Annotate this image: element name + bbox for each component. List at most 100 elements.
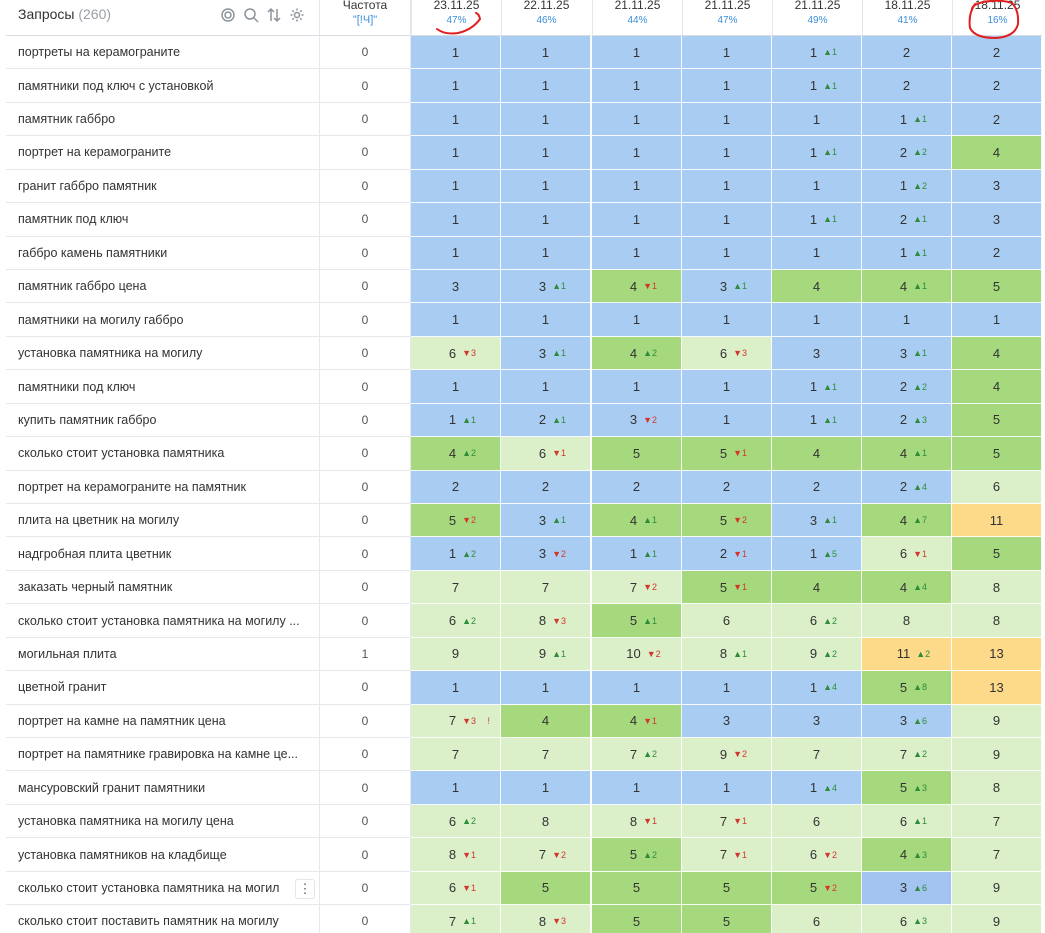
position-cell[interactable]: 8 ▼1 [411, 838, 501, 872]
position-cell[interactable]: 5 [592, 905, 682, 933]
position-cell[interactable]: 1 [501, 236, 591, 270]
position-cell[interactable]: 6 ▼1 [501, 437, 591, 471]
position-cell[interactable]: 8 [952, 604, 1042, 638]
table-row[interactable]: памятник габбро 0 1 1 1 1 1 1 ▲1 2 [6, 102, 1042, 137]
position-cell[interactable]: 1 [501, 671, 591, 705]
table-row[interactable]: сколько стоит установка памятника на мог… [6, 871, 1042, 906]
query-cell[interactable]: памятник габбро [6, 102, 320, 137]
position-cell[interactable]: 1 [772, 169, 862, 204]
position-cell[interactable]: 1 [772, 102, 862, 137]
position-cell[interactable]: 1 [592, 771, 682, 805]
position-cell[interactable]: 5 [952, 270, 1042, 304]
position-cell[interactable]: 2 [952, 102, 1042, 137]
position-cell[interactable]: 4 ▲2 [592, 336, 682, 371]
position-cell[interactable]: 2 ▲1 [862, 203, 952, 237]
query-cell[interactable]: портрет на камне на памятник цена [6, 704, 320, 739]
position-cell[interactable]: 1 ▲2 [862, 169, 952, 204]
position-cell[interactable]: 1 [682, 36, 772, 70]
date-column-header[interactable]: 21.11.25 44% [592, 0, 682, 36]
position-cell[interactable]: 1 [682, 771, 772, 805]
position-cell[interactable]: 1 [411, 236, 501, 270]
position-cell[interactable]: 1 [501, 771, 591, 805]
sort-icon[interactable] [266, 7, 282, 23]
table-row[interactable]: портрет на камне на памятник цена 0 7 ▼3! 4 4… [6, 704, 1042, 739]
position-cell[interactable]: 7 ▼3! [411, 704, 501, 739]
position-cell[interactable]: 9 [411, 637, 501, 672]
query-cell[interactable]: габбро камень памятники [6, 236, 320, 270]
position-cell[interactable]: 4 ▲3 [862, 838, 952, 872]
query-cell[interactable]: надгробная плита цветник [6, 537, 320, 571]
table-row[interactable]: памятники на могилу габбро 0 1 1 1 1 1 1 1 [6, 303, 1042, 337]
position-cell[interactable]: 10 ▼2 [592, 637, 682, 672]
position-cell[interactable]: 7 [772, 738, 862, 772]
position-cell[interactable]: 2 [952, 236, 1042, 270]
position-cell[interactable]: 6 [772, 905, 862, 933]
position-cell[interactable]: 1 [411, 771, 501, 805]
position-cell[interactable]: 8 [501, 804, 591, 839]
position-cell[interactable]: 4 ▼1 [592, 704, 682, 739]
position-cell[interactable]: 1 [411, 102, 501, 137]
position-cell[interactable]: 2 ▲3 [862, 403, 952, 438]
table-row[interactable]: памятники под ключ 0 1 1 1 1 1 ▲1 2 ▲2 4 [6, 370, 1042, 404]
position-cell[interactable]: 1 [501, 102, 591, 137]
position-cell[interactable]: 5 ▼2 [411, 504, 501, 538]
query-cell[interactable]: заказать черный памятник [6, 570, 320, 605]
position-cell[interactable]: 1 ▲1 [862, 236, 952, 270]
position-cell[interactable]: 7 ▼1 [682, 804, 772, 839]
position-cell[interactable]: 1 [501, 136, 591, 170]
table-row[interactable]: мансуровский гранит памятники 0 1 1 1 1 1 ▲4 5 ▲3… [6, 771, 1042, 805]
queries-title[interactable]: Запросы (260) [18, 6, 111, 22]
position-cell[interactable]: 6 ▼1 [411, 871, 501, 906]
position-cell[interactable]: 4 ▼1 [592, 270, 682, 304]
query-cell[interactable]: гранит габбро памятник [6, 169, 320, 204]
position-cell[interactable]: 3 ▼2 [501, 537, 591, 571]
query-cell[interactable]: установка памятника на могилу [6, 336, 320, 371]
position-cell[interactable]: 6 ▲2 [411, 604, 501, 638]
table-row[interactable]: заказать черный памятник 0 7 7 7 ▼2 5 ▼1 4 4 ▲4 8 [6, 570, 1042, 605]
table-row[interactable]: портрет на памятнике гравировка на камне… [6, 738, 1042, 772]
table-row[interactable]: надгробная плита цветник 0 1 ▲2 3 ▼2 1 ▲1 2 ▼1 1 ▲5… [6, 537, 1042, 571]
date-column-header[interactable]: 18.11.25 41% [862, 0, 952, 36]
position-cell[interactable]: 1 ▲1 [411, 403, 501, 438]
position-cell[interactable]: 2 ▲1 [501, 403, 591, 438]
position-cell[interactable]: 1 [411, 136, 501, 170]
date-column-header[interactable]: 21.11.25 47% [682, 0, 772, 36]
table-row[interactable]: памятник под ключ 0 1 1 1 1 1 ▲1 2 ▲1 3 [6, 203, 1042, 237]
position-cell[interactable]: 1 ▲1 [772, 36, 862, 70]
position-cell[interactable]: 1 [592, 169, 682, 204]
position-cell[interactable]: 6 [952, 470, 1042, 504]
query-cell[interactable]: цветной гранит [6, 671, 320, 705]
position-cell[interactable]: 8 [862, 604, 952, 638]
query-cell[interactable]: портреты на керамограните [6, 36, 320, 70]
frequency-column-header[interactable]: Частота "[!Ч]" [320, 0, 411, 36]
position-cell[interactable]: 1 [411, 69, 501, 103]
position-cell[interactable]: 1 [682, 203, 772, 237]
date-column-header[interactable]: 23.11.25 47% [411, 0, 501, 36]
position-cell[interactable]: 5 [682, 871, 772, 906]
position-cell[interactable]: 5 ▼1 [682, 570, 772, 605]
position-cell[interactable]: 3 ▲6 [862, 871, 952, 906]
position-cell[interactable]: 1 [592, 671, 682, 705]
position-cell[interactable]: 9 ▲1 [501, 637, 591, 672]
position-cell[interactable]: 1 [682, 370, 772, 404]
position-cell[interactable]: 8 [952, 771, 1042, 805]
query-cell[interactable]: купить памятник габбро [6, 403, 320, 438]
position-cell[interactable]: 1 [682, 102, 772, 137]
position-cell[interactable]: 6 ▲3 [862, 905, 952, 933]
position-cell[interactable]: 11 [952, 504, 1042, 538]
position-cell[interactable]: 6 ▲2 [411, 804, 501, 839]
position-cell[interactable]: 6 [682, 604, 772, 638]
position-cell[interactable]: 7 [952, 804, 1042, 839]
table-row[interactable]: портреты на керамограните 0 1 1 1 1 1 ▲1 2 2 [6, 36, 1042, 70]
position-cell[interactable]: 2 [862, 36, 952, 70]
position-cell[interactable]: 3 ▲1 [862, 336, 952, 371]
position-cell[interactable]: 1 [592, 69, 682, 103]
position-cell[interactable]: 4 ▲1 [862, 437, 952, 471]
position-cell[interactable]: 1 ▲4 [772, 771, 862, 805]
position-cell[interactable]: 1 [682, 403, 772, 438]
position-cell[interactable]: 3 ▲1 [682, 270, 772, 304]
query-cell[interactable]: памятники на могилу габбро [6, 303, 320, 337]
position-cell[interactable]: 2 [501, 470, 591, 504]
position-cell[interactable]: 6 ▲1 [862, 804, 952, 839]
position-cell[interactable]: 1 [411, 370, 501, 404]
